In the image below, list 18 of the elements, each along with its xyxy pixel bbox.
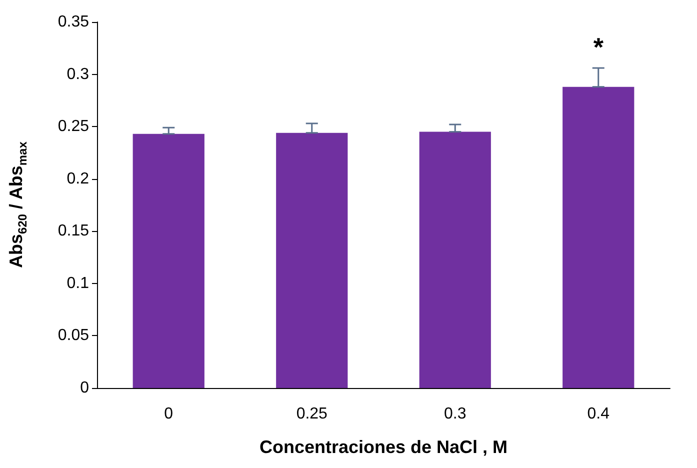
x-tick-label: 0.4 [587,406,610,422]
y-tick-label: 0 [80,380,90,396]
bar [419,132,491,388]
y-tick-label: 0.35 [58,14,90,30]
bar [562,86,634,388]
x-axis-title: Concentraciones de NaCl , M [259,437,508,457]
x-tick-label: 0 [164,406,174,422]
y-tick-label: 0.05 [58,327,90,344]
y-tick-label: 0.3 [66,66,90,83]
annotation: * [593,32,604,62]
bar [276,132,348,388]
bar [132,134,204,388]
y-tick-label: 0.25 [58,118,90,136]
y-tick-label: 0.2 [66,170,90,188]
x-tick-label: 0.25 [296,406,328,422]
x-tick-label: 0.3 [444,406,466,422]
y-tick-label: 0.15 [58,222,90,240]
y-tick-label: 0.1 [66,274,90,292]
